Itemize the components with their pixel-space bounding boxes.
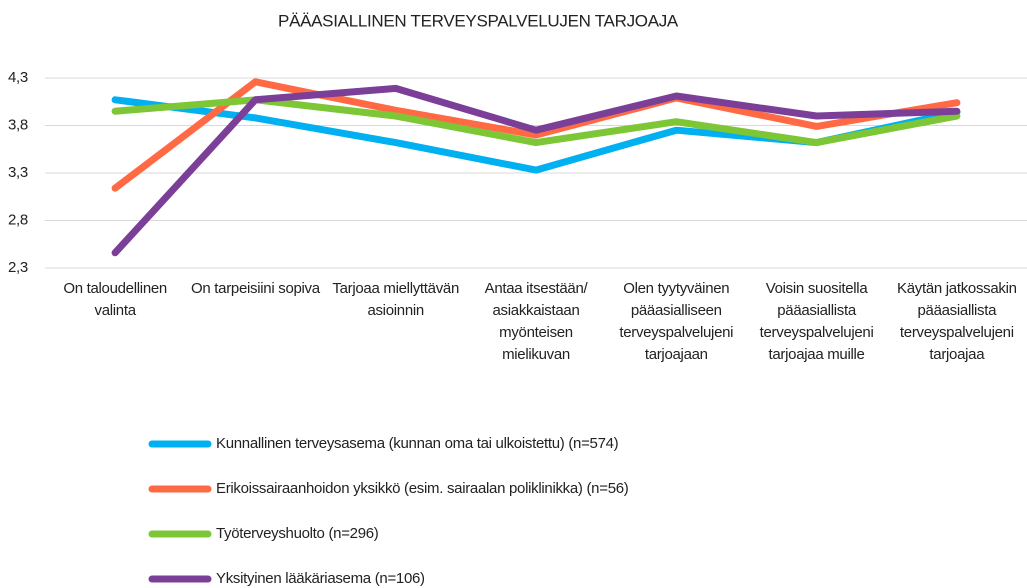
y-tick-label: 3,3: [8, 164, 28, 181]
series-line: [111, 84, 961, 257]
legend-label: Erikoissairaanhoidon yksikkö (esim. sair…: [216, 480, 629, 497]
chart-title: PÄÄASIALLINEN TERVEYSPALVELUJEN TARJOAJA: [278, 11, 679, 30]
x-tick-label: On taloudellinen valinta: [63, 280, 167, 319]
legend-label: Yksityinen lääkäriasema (n=106): [216, 570, 425, 587]
y-tick-label: 2,8: [8, 211, 28, 228]
y-tick-label: 4,3: [8, 69, 28, 86]
legend-label: Työterveyshuolto (n=296): [216, 525, 379, 542]
x-tick-label: On tarpeisiini sopiva: [191, 280, 320, 297]
x-tick-label: Käytän jatkossakin pääasiallista terveys…: [897, 280, 1017, 363]
y-tick-label: 3,8: [8, 116, 28, 133]
x-tick-label: Voisin suositella pääasiallista terveysp…: [759, 280, 874, 363]
legend-label: Kunnallinen terveysasema (kunnan oma tai…: [216, 435, 619, 452]
x-tick-label: Tarjoaa miellyttävän asioinnin: [332, 280, 459, 319]
x-tick-label: Olen tyytyväinen pääasialliseen terveysp…: [619, 280, 734, 363]
x-tick-label: Antaa itsestään/ asiakkaistaan myönteise…: [484, 280, 588, 363]
y-tick-label: 2,3: [8, 259, 28, 276]
series-line: [111, 78, 961, 192]
